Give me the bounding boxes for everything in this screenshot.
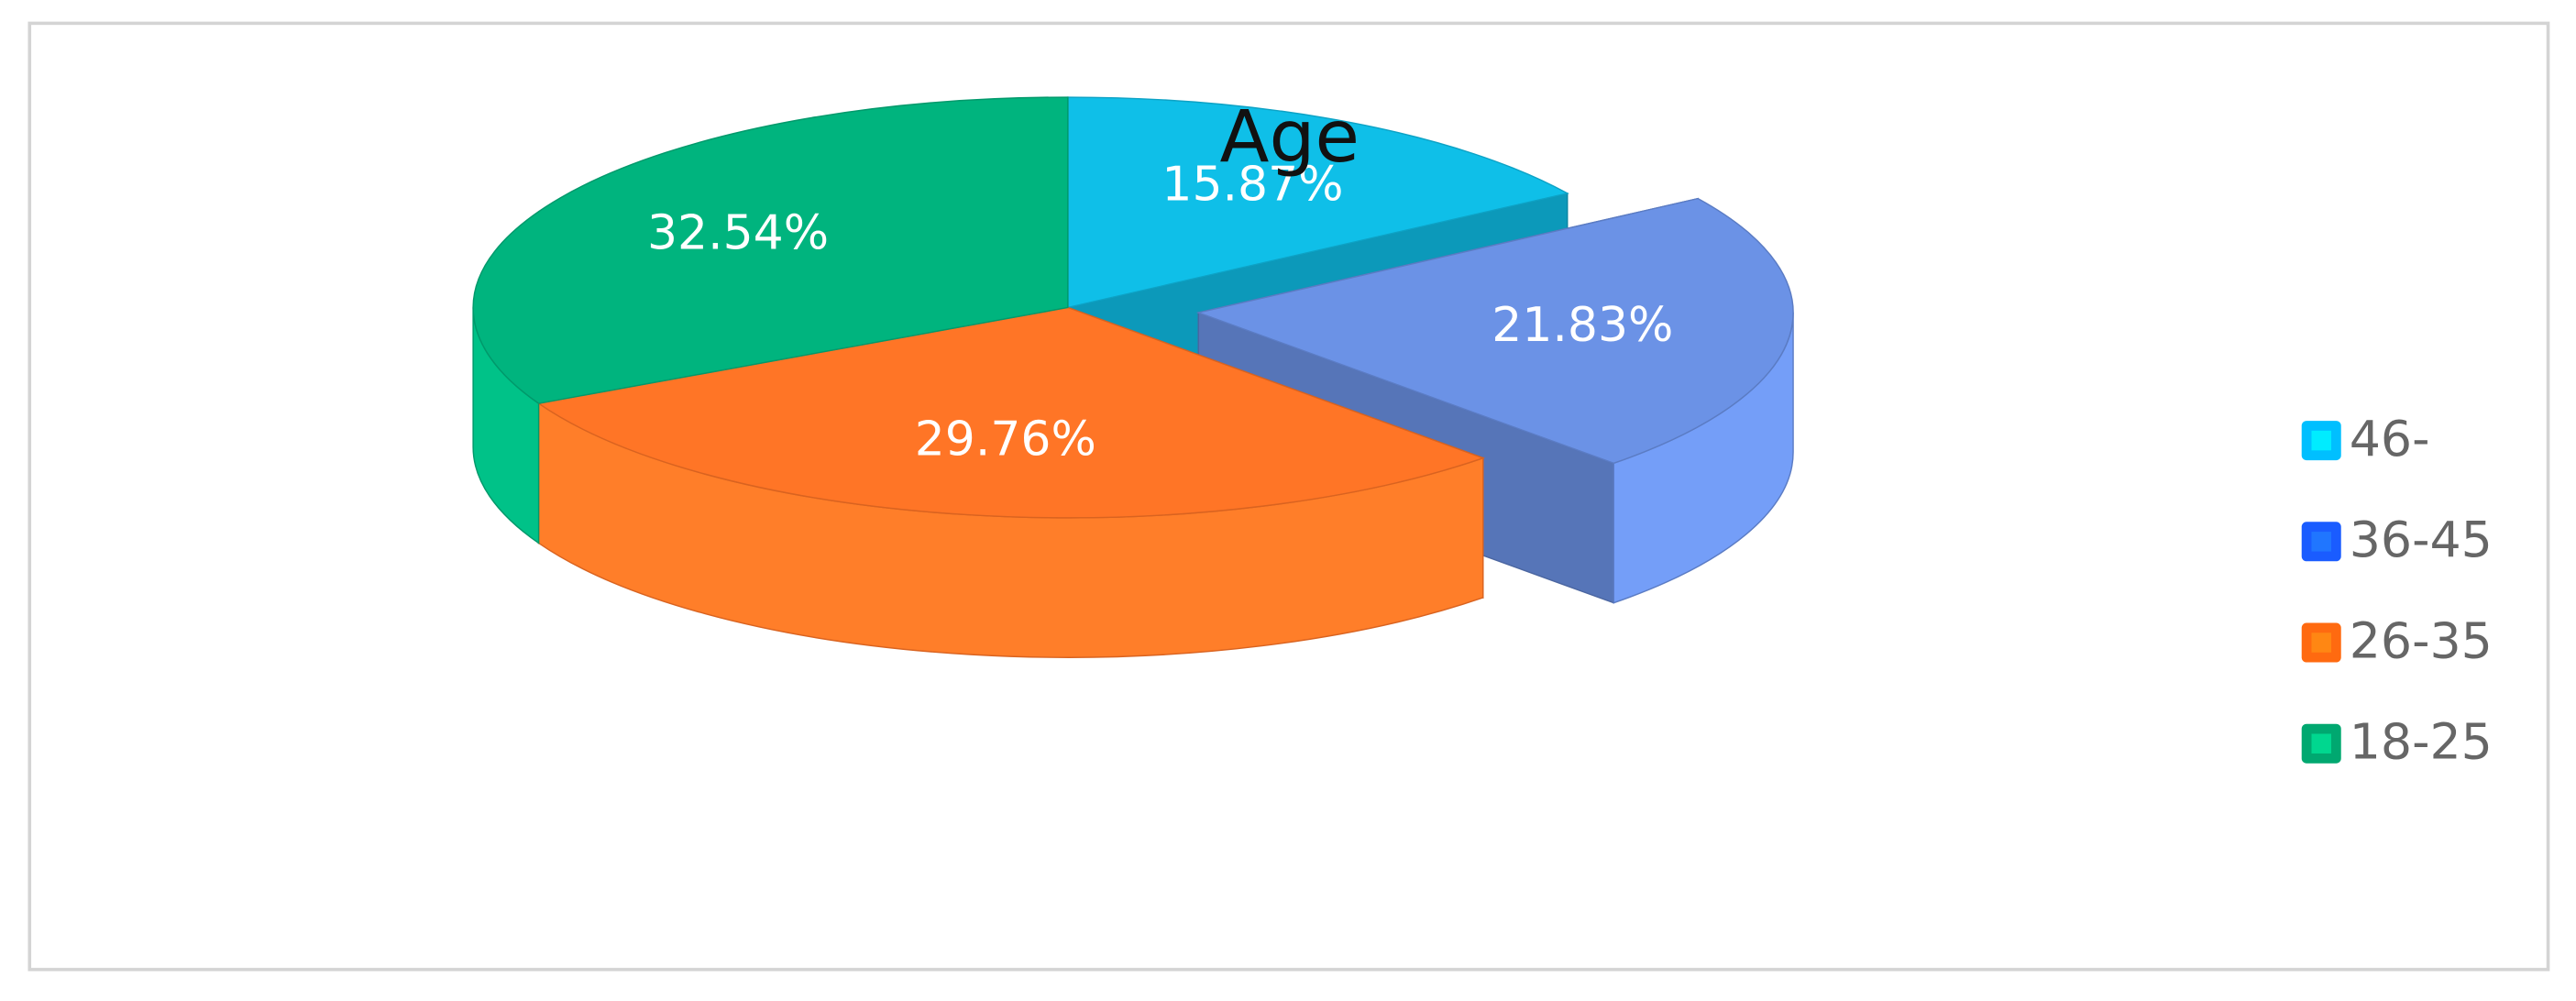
legend-label: 46- — [2350, 410, 2430, 468]
value-label: 29.76% — [915, 412, 1096, 468]
legend-label: 18-25 — [2350, 713, 2493, 771]
chart-title: Age — [1220, 94, 1360, 179]
legend: 46- 36-45 26-35 18-25 — [2301, 410, 2493, 771]
slice — [536, 306, 1485, 519]
legend-swatch-inner — [2311, 532, 2331, 552]
pie — [472, 96, 1794, 658]
value-label: 32.54% — [647, 206, 829, 261]
value-label: 15.87% — [1161, 157, 1343, 212]
slice — [1067, 96, 1569, 309]
value-labels: 15.87% 21.83% 29.76% 32.54% — [647, 157, 1673, 467]
legend-swatch-inner — [2311, 632, 2331, 653]
legend-label: 26-35 — [2350, 611, 2493, 669]
value-label: 21.83% — [1492, 298, 1673, 353]
legend-label: 36-45 — [2350, 511, 2493, 568]
slice — [1195, 197, 1794, 465]
legend-swatch-inner — [2311, 430, 2331, 451]
slice — [472, 96, 1069, 404]
legend-swatch-inner — [2311, 733, 2331, 754]
